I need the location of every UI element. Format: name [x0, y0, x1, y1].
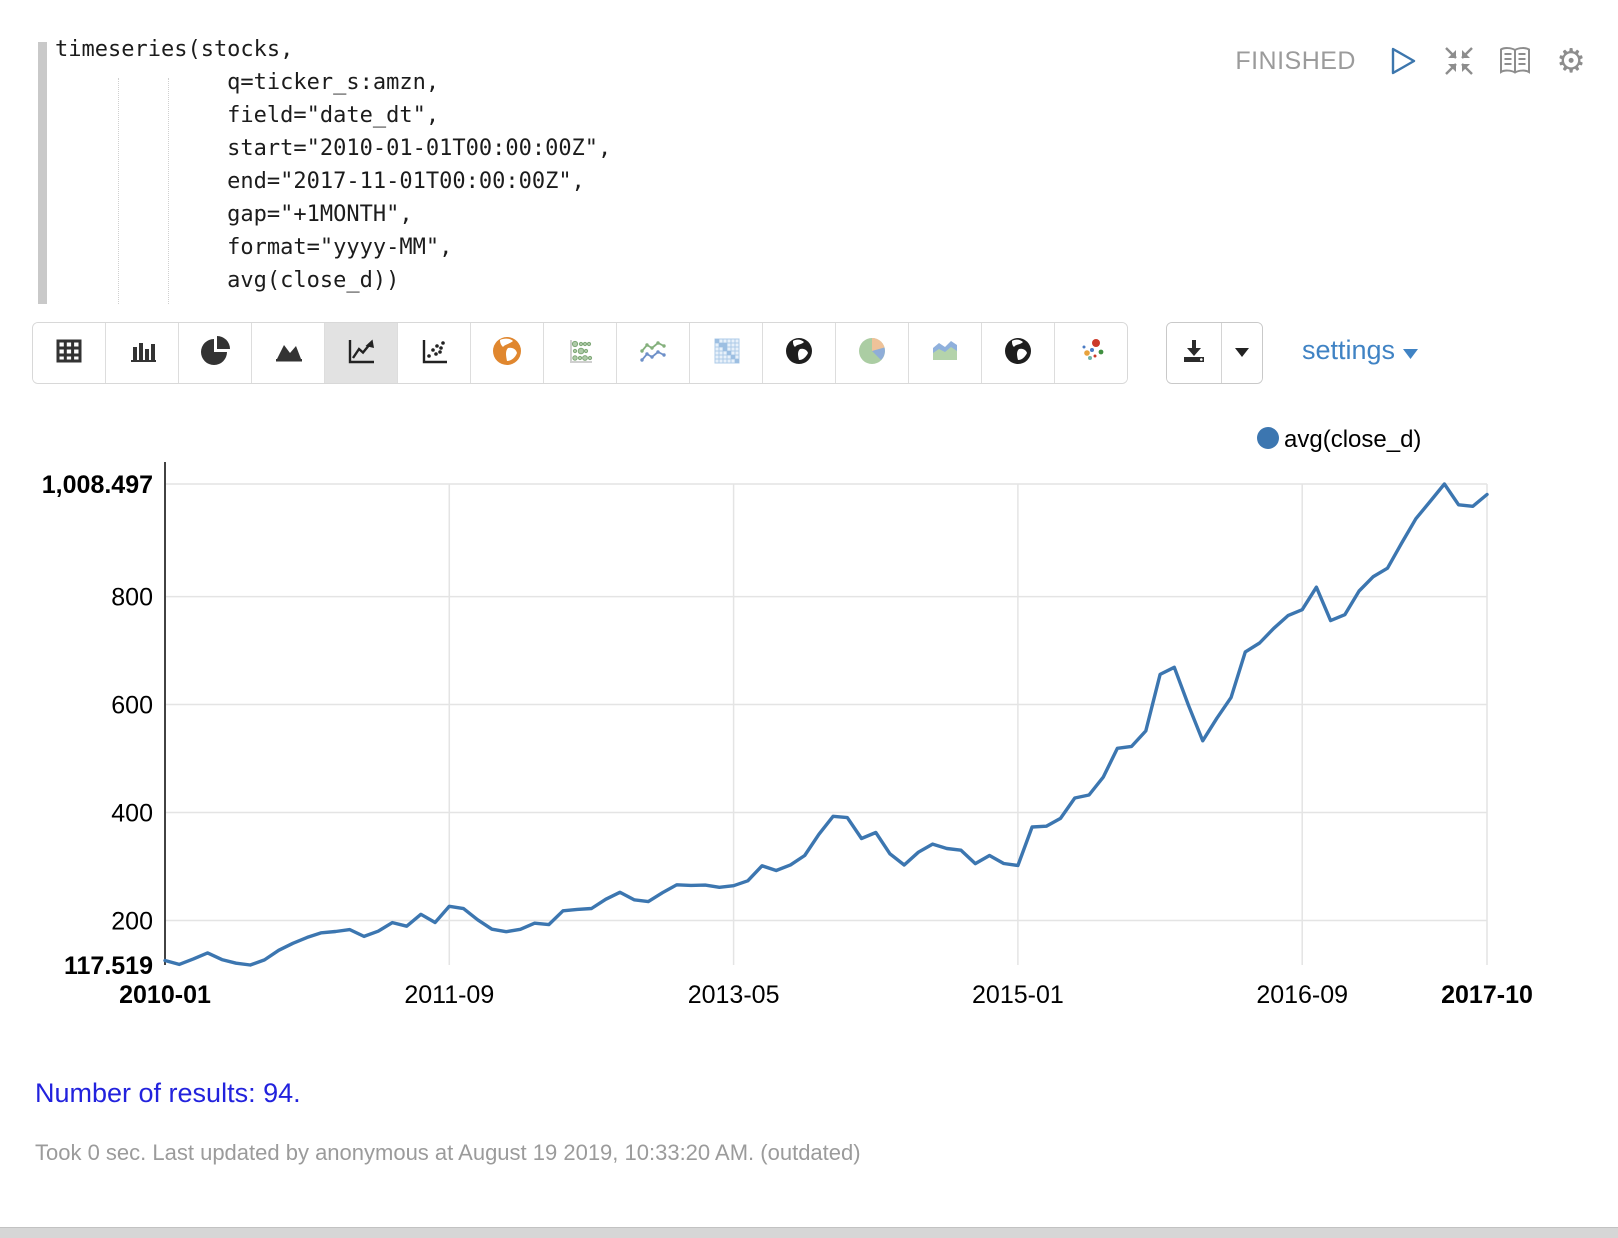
download-icon: [1181, 338, 1207, 369]
gear-icon[interactable]: ⚙: [1556, 41, 1586, 80]
svg-text:117.519: 117.519: [64, 952, 153, 980]
visualization-toolbar: settings: [32, 322, 1592, 384]
svg-text:2013-05: 2013-05: [688, 981, 780, 1009]
status-label: FINISHED: [1235, 46, 1356, 75]
timeseries-line-chart[interactable]: 200 400 600 800 1,008.497 117.519 2010-01 2011-…: [0, 425, 1618, 1015]
collapse-icon[interactable]: [1442, 44, 1476, 78]
pie-chart-icon: [198, 334, 232, 373]
chart-type-bubble-button[interactable]: [544, 323, 617, 383]
bubble-chart-icon: [563, 334, 597, 373]
chart-type-map-button[interactable]: [471, 323, 544, 383]
download-caret-button[interactable]: [1221, 323, 1262, 383]
download-split-button: [1166, 322, 1263, 384]
legend-dot: [1257, 427, 1279, 449]
line-with-points-icon: [635, 334, 671, 373]
download-button[interactable]: [1167, 323, 1221, 383]
book-icon[interactable]: [1498, 44, 1532, 78]
pie-pastel-icon: [855, 334, 889, 373]
indent-guide: [118, 78, 119, 304]
run-play-icon[interactable]: [1386, 44, 1420, 78]
chart-type-line-button[interactable]: [325, 323, 398, 383]
chart-type-pie2-button[interactable]: [836, 323, 909, 383]
results-count: Number of results: 94.: [35, 1078, 301, 1108]
colored-scatter-icon: [1074, 334, 1108, 373]
code-editor[interactable]: timeseries(stocks, q=ticker_s:amzn, fiel…: [55, 37, 612, 293]
line-chart-icon: [344, 334, 378, 373]
chart-type-stackedarea-button[interactable]: [909, 323, 982, 383]
chart-type-table-button[interactable]: [33, 323, 106, 383]
chart-type-scatter-button[interactable]: [398, 323, 471, 383]
svg-text:800: 800: [111, 584, 153, 612]
svg-text:200: 200: [111, 908, 153, 936]
globe-black-icon: [1001, 334, 1035, 373]
svg-text:2010-01: 2010-01: [119, 981, 211, 1009]
heatmap-icon: [709, 334, 743, 373]
svg-text:2017-10: 2017-10: [1441, 981, 1533, 1009]
chart-type-globe1-button[interactable]: [763, 323, 836, 383]
svg-text:600: 600: [111, 692, 153, 720]
svg-text:400: 400: [111, 800, 153, 828]
caret-down-icon: [1403, 335, 1419, 366]
chart-type-area-button[interactable]: [252, 323, 325, 383]
legend-label: avg(close_d): [1284, 426, 1421, 453]
chart-type-linepoints-button[interactable]: [617, 323, 690, 383]
table-icon: [53, 335, 85, 372]
chart-type-globe2-button[interactable]: [982, 323, 1055, 383]
svg-text:2016-09: 2016-09: [1256, 981, 1348, 1009]
svg-text:2015-01: 2015-01: [972, 981, 1064, 1009]
svg-text:2011-09: 2011-09: [404, 981, 494, 1009]
update-status: Took 0 sec. Last updated by anonymous at…: [35, 1140, 861, 1165]
paragraph-controls: FINISHED ⚙: [1235, 44, 1588, 78]
scatter-plot-icon: [417, 334, 451, 373]
indent-guide: [168, 78, 169, 304]
horizontal-scrollbar[interactable]: [0, 1227, 1618, 1238]
chart-type-pie-button[interactable]: [179, 323, 252, 383]
chart-type-heatmap-button[interactable]: [690, 323, 763, 383]
chart-type-network-button[interactable]: [1055, 323, 1127, 383]
settings-button[interactable]: settings: [1302, 335, 1419, 366]
globe-black-icon: [782, 334, 816, 373]
caret-down-icon: [1235, 344, 1249, 362]
chart-type-bar-button[interactable]: [106, 323, 179, 383]
bar-chart-icon: [126, 335, 158, 372]
chart-type-group: [32, 322, 1128, 384]
settings-label: settings: [1302, 335, 1396, 365]
globe-orange-icon: [490, 334, 524, 373]
svg-text:1,008.497: 1,008.497: [42, 471, 153, 499]
editor-gutter[interactable]: [38, 42, 47, 304]
area-chart-icon: [271, 335, 305, 372]
stacked-area-icon: [927, 334, 963, 373]
